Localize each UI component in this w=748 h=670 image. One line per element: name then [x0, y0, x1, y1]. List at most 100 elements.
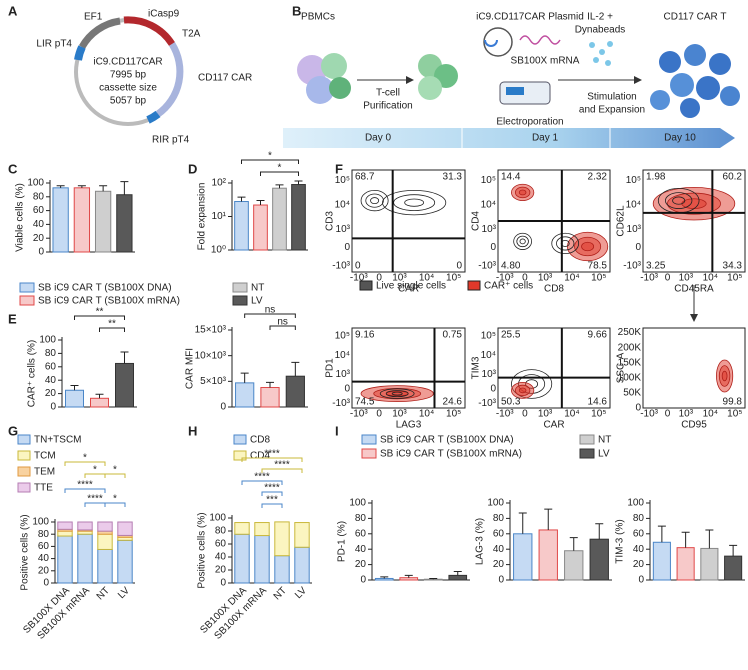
- flow-y-tick: 200K: [618, 342, 642, 353]
- error-bar: [544, 508, 553, 530]
- error-bar: [95, 393, 104, 399]
- flow-y-tick: 0: [635, 242, 641, 253]
- legend-swatch: [232, 282, 248, 293]
- significance-bracket: [104, 502, 126, 507]
- flow-x-tick: 10⁵: [446, 273, 461, 284]
- flow-x-tick: -10³: [496, 273, 514, 284]
- plasmid-feature: EF1: [84, 12, 103, 23]
- bar-segment: [294, 522, 310, 548]
- error-bar: [569, 537, 578, 551]
- y-tick-label: 0: [220, 402, 226, 413]
- day-label: Day 1: [532, 133, 559, 144]
- panel-label: C: [8, 161, 18, 176]
- significance-label: **: [96, 307, 104, 318]
- flow-y-tick: 10³: [336, 224, 351, 235]
- y-tick-label: 80: [493, 513, 505, 524]
- legend-label: TN+TSCM: [34, 435, 82, 446]
- bar-segment: [274, 521, 290, 557]
- y-tick-label: 40: [215, 552, 227, 563]
- workflow-text: and Expansion: [579, 105, 645, 116]
- flow-density: [518, 387, 527, 394]
- workflow-text: T-cell: [376, 88, 400, 99]
- flow-density: [379, 388, 415, 399]
- significance-label: *: [93, 465, 97, 476]
- legend-swatch: [359, 280, 373, 291]
- bar-segment: [254, 535, 270, 584]
- flow-y-label: SSC-A: [616, 352, 627, 383]
- bar-segment: [254, 522, 270, 537]
- flow-x-tick: -10³: [350, 409, 368, 420]
- quadrant-value: 9.16: [355, 330, 375, 341]
- flow-x-tick: -10³: [640, 409, 658, 420]
- y-tick-label: 80: [215, 526, 227, 537]
- y-axis-label: PD-1 (%): [337, 521, 348, 562]
- flow-density: [404, 198, 425, 207]
- error-bar: [453, 571, 462, 576]
- legend-swatch: [579, 448, 595, 459]
- bar: [116, 194, 133, 253]
- bar-segment: [117, 521, 133, 536]
- y-tick-label: 40: [633, 544, 645, 555]
- quadrant-value: 99.8: [723, 397, 743, 408]
- bar-segment: [234, 533, 250, 584]
- x-tick-label: NT: [272, 585, 289, 602]
- panel-label: B: [292, 3, 301, 18]
- flow-x-label: CD95: [681, 420, 707, 431]
- flow-x-tick: -10³: [350, 273, 368, 284]
- legend-label: SB iC9 CAR T (SB100X DNA): [38, 283, 172, 294]
- error-bar: [404, 574, 413, 578]
- error-bar: [595, 523, 604, 540]
- plasmid-feature: iCasp9: [148, 9, 180, 20]
- y-axis-label: Fold expansion: [197, 183, 208, 251]
- legend-label: SB iC9 CAR T (SB100X DNA): [380, 435, 514, 446]
- y-tick-label: 60: [45, 361, 57, 372]
- y-tick-label: 60: [33, 205, 45, 216]
- bar: [235, 382, 255, 408]
- y-tick-label: 100: [487, 498, 504, 509]
- y-tick-label: 0: [638, 575, 644, 586]
- significance-label: ****: [254, 472, 270, 483]
- significance-label: *: [113, 494, 117, 505]
- y-axis-label: CAR⁺ cells (%): [27, 340, 38, 408]
- flow-y-tick: 10⁵: [626, 175, 641, 186]
- bar-segment: [294, 546, 310, 584]
- panel-label: H: [188, 423, 197, 438]
- flow-x-tick: 10³: [538, 409, 553, 420]
- bar: [724, 555, 743, 581]
- flow-plot-frame: [642, 169, 746, 273]
- significance-bracket: [99, 327, 125, 332]
- error-bar: [518, 512, 527, 534]
- bar: [94, 190, 112, 253]
- y-axis-label: TIM-3 (%): [615, 519, 626, 563]
- quadrant-value: 0: [456, 261, 462, 272]
- error-bar: [99, 185, 108, 192]
- flow-y-label: TIM3: [471, 356, 482, 379]
- legend-label: TEM: [34, 467, 55, 478]
- flow-y-tick: 100K: [618, 372, 642, 383]
- flow-y-tick: 10⁴: [335, 199, 350, 210]
- legend-swatch: [19, 295, 35, 306]
- error-bar: [681, 531, 690, 548]
- significance-bracket: [241, 457, 303, 462]
- flow-y-tick: 50K: [623, 388, 641, 399]
- flow-x-tick: 10⁵: [727, 409, 742, 420]
- x-tick-label: LV: [116, 585, 132, 601]
- flow-y-tick: 10³: [482, 224, 497, 235]
- flow-y-tick: 0: [490, 242, 496, 253]
- flow-x-tick: 10³: [679, 409, 694, 420]
- bar: [285, 375, 305, 408]
- flow-plot-frame: [351, 169, 466, 273]
- y-tick-label: 20: [33, 233, 45, 244]
- flow-density: [721, 370, 728, 382]
- bar: [52, 187, 69, 253]
- flow-x-tick: 10⁵: [446, 409, 461, 420]
- flow-x-tick: 0: [665, 409, 671, 420]
- flow-y-label: CD62L: [616, 205, 627, 237]
- flow-y-tick: -10³: [478, 398, 496, 409]
- flow-y-tick: 0: [344, 242, 350, 253]
- flow-y-tick: 10⁴: [335, 350, 350, 361]
- bar-segment: [274, 555, 290, 584]
- error-bar: [256, 200, 265, 206]
- y-tick-label: 0: [360, 575, 366, 586]
- flow-y-label: CD3: [325, 211, 336, 231]
